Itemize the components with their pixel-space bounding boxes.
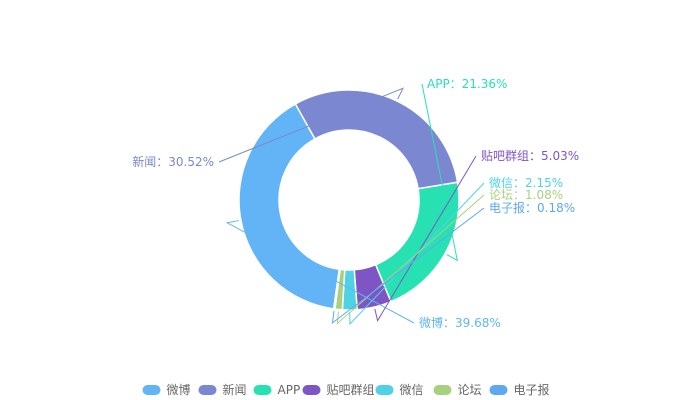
legend-item-5[interactable]: 论坛 bbox=[433, 383, 482, 397]
legend-swatch-2 bbox=[253, 385, 272, 395]
legend-label-1: 新闻 bbox=[223, 382, 247, 397]
data-label-6: 电子报：0.18% bbox=[489, 200, 575, 215]
leader-3 bbox=[374, 155, 477, 322]
legend-swatch-6 bbox=[489, 385, 508, 395]
chart-slices bbox=[238, 89, 460, 311]
legend-item-6[interactable]: 电子报 bbox=[489, 382, 550, 397]
leader-4 bbox=[349, 182, 485, 326]
leader-2 bbox=[421, 83, 458, 262]
legend-swatch-0 bbox=[142, 385, 161, 395]
data-labels: 微博：39.68% 新闻：30.52% APP：21.36% 贴吧群组：5.03% 微信… bbox=[132, 77, 579, 330]
data-label-0: 微博：39.68% bbox=[419, 315, 501, 330]
legend-item-3[interactable]: 贴吧群组 bbox=[302, 383, 375, 397]
slice-6 bbox=[332, 268, 341, 310]
legend-item-1[interactable]: 新闻 bbox=[198, 382, 247, 397]
legend-label-0: 微博 bbox=[167, 382, 191, 397]
leader-5 bbox=[336, 194, 485, 325]
legend: 微博 新闻 APP 贴吧群组 微信 论坛 电子报 bbox=[142, 382, 550, 397]
legend-swatch-5 bbox=[433, 385, 452, 395]
legend-swatch-4 bbox=[375, 385, 394, 395]
legend-swatch-1 bbox=[198, 385, 217, 395]
label-leaders bbox=[218, 83, 485, 326]
leader-1 bbox=[218, 87, 404, 163]
data-label-2: APP：21.36% bbox=[427, 77, 507, 91]
leader-6 bbox=[331, 207, 485, 325]
slice-0 bbox=[238, 102, 341, 310]
data-label-3: 贴吧群组：5.03% bbox=[481, 149, 579, 163]
legend-label-4: 微信 bbox=[400, 383, 424, 397]
legend-label-6: 电子报 bbox=[514, 382, 550, 397]
legend-item-4[interactable]: 微信 bbox=[375, 383, 424, 397]
legend-item-2[interactable]: APP bbox=[253, 383, 301, 397]
legend-swatch-3 bbox=[302, 385, 321, 395]
data-label-5: 论坛：1.08% bbox=[489, 188, 563, 202]
leader-0 bbox=[225, 220, 415, 324]
legend-label-5: 论坛 bbox=[458, 383, 482, 397]
legend-label-2: APP bbox=[278, 383, 301, 397]
legend-label-3: 贴吧群组 bbox=[327, 383, 375, 397]
legend-item-0[interactable]: 微博 bbox=[142, 382, 191, 397]
data-label-4: 微信：2.15% bbox=[489, 176, 563, 190]
data-label-1: 新闻：30.52% bbox=[132, 154, 214, 169]
